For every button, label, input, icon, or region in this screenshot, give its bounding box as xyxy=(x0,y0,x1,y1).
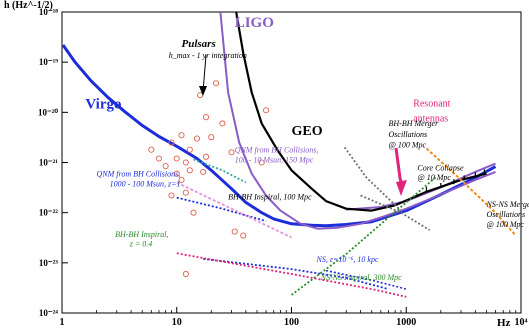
annotation-bhbhi100: BH-BH Inspiral, 100 Mpc xyxy=(228,192,312,201)
pulsar-point xyxy=(173,170,180,177)
y-tick-label: 10⁻¹⁸ xyxy=(39,7,58,17)
series-nsns-inspiral-300 xyxy=(176,252,407,298)
pulsar-point xyxy=(162,162,169,170)
annotation-resonant2: antennas xyxy=(413,114,448,125)
pulsar-scatter xyxy=(148,80,270,278)
pulsar-point xyxy=(182,159,189,166)
series-qnm-1000-100 xyxy=(176,196,267,222)
pulsar-point xyxy=(202,153,210,160)
annotation-pulsars-sub: h_max - 1 yr integration xyxy=(169,51,247,60)
pulsar-point xyxy=(200,168,207,175)
pulsar-point xyxy=(228,149,235,156)
pulsar-point xyxy=(258,159,265,166)
y-tick-label: 10⁻²⁴ xyxy=(39,308,58,318)
pulsar-point xyxy=(178,176,185,183)
pulsar-point xyxy=(219,120,226,127)
pulsar-point xyxy=(212,80,220,87)
pulsar-point xyxy=(155,155,163,162)
pulsar-point xyxy=(182,270,189,278)
annotation-cc2: @ 10 Mpc xyxy=(417,173,451,182)
pulsar-point xyxy=(168,192,175,199)
x-tick-label: 1 xyxy=(60,317,65,328)
annotation-bhbhm1: BH-BH Merger xyxy=(389,119,440,128)
x-tick-label: 100 xyxy=(284,317,299,328)
annotation-nsnsm1: NS-NS Merger xyxy=(486,200,529,209)
pulsar-point xyxy=(186,167,193,174)
annotation-cc1: Core Collapse xyxy=(417,163,464,172)
y-tick-label: 10⁻²¹ xyxy=(39,158,58,168)
series-layer xyxy=(62,12,517,298)
series-nsns-merger-100 xyxy=(425,147,517,237)
annotation-nsnsm3: @ 100 Mpc xyxy=(487,220,525,229)
annotation-qnm2a: QNM from BH Collisions, xyxy=(235,145,319,154)
pulsar-point xyxy=(182,189,189,196)
series-geo xyxy=(235,12,487,212)
annotation-geo: GEO xyxy=(292,124,323,139)
annotation-qnm1a: QNM from BH Collisions, xyxy=(97,170,181,179)
pulsar-point xyxy=(231,228,238,235)
resonant-antennas-marker xyxy=(394,147,407,196)
y-axis-label: h (Hz^-1/2) xyxy=(4,0,53,11)
annotation-bhbhm3: @ 100 Mpc xyxy=(389,140,427,149)
pulsar-point xyxy=(240,232,247,239)
pulsar-point xyxy=(208,134,215,141)
pulsar-point xyxy=(190,209,197,216)
annotation-virgo: Virgo xyxy=(85,96,121,112)
annotation-ns: NS, ε=10⁻⁶, 10 kpc xyxy=(316,255,379,264)
annotation-qnm1b: 1000 - 100 Msun, z=1 xyxy=(110,180,181,189)
y-tick-label: 10⁻²² xyxy=(39,208,58,218)
series-ligo xyxy=(219,12,496,230)
series-bhbh-inspiral-100 xyxy=(343,146,402,212)
annotation-qnm2b: 100 - 10 Msun, 150 Mpc xyxy=(235,156,314,165)
annotation-ligo: LIGO xyxy=(235,15,274,31)
y-tick-label: 10⁻²⁰ xyxy=(38,107,58,117)
annotation-nsnsi: NS-NS Inspiral, 300 Mpc xyxy=(320,273,402,282)
x-axis-label: Hz xyxy=(497,317,511,329)
x-tick-label: 1000 xyxy=(396,317,416,328)
y-tick-label: 10⁻²³ xyxy=(39,258,58,268)
annotation-nsnsm2: Oscillations xyxy=(487,210,526,219)
y-tick-label: 10⁻¹⁹ xyxy=(39,57,58,67)
x-tick-label: 10⁴ xyxy=(515,317,528,328)
x-tick-label: 10 xyxy=(172,317,182,328)
annotation-bhbhiz1: BH-BH Inspiral, xyxy=(115,230,168,239)
annotation-resonant1: Resonant xyxy=(413,99,450,110)
axis-ticks: 1 10 100 1000 10⁴ 10⁻¹⁸ 10⁻¹⁹ 10⁻²⁰ 10⁻²¹ 10⁻²² 10… xyxy=(38,7,528,328)
pulsar-arrow xyxy=(199,54,207,96)
pulsar-point xyxy=(202,114,210,121)
pulsar-point xyxy=(168,139,175,146)
pulsar-point xyxy=(186,146,193,153)
pulsar-point xyxy=(193,135,201,142)
series-core-collapse xyxy=(290,176,437,296)
series-bhbh-inspiral-z04 xyxy=(176,181,292,239)
pulsar-point xyxy=(262,107,270,114)
pulsar-point xyxy=(173,155,180,162)
annotation-pulsars: Pulsars xyxy=(182,38,216,50)
annotation-bhbhm2: Oscillations xyxy=(389,130,428,139)
annotation-bhbhiz2: z = 0.4 xyxy=(129,240,153,249)
pulsar-point xyxy=(178,132,185,139)
series-qnm-100-10 xyxy=(193,158,247,184)
pulsar-point xyxy=(148,146,155,153)
series-ns-spin xyxy=(203,258,389,290)
series-virgo xyxy=(62,44,497,228)
